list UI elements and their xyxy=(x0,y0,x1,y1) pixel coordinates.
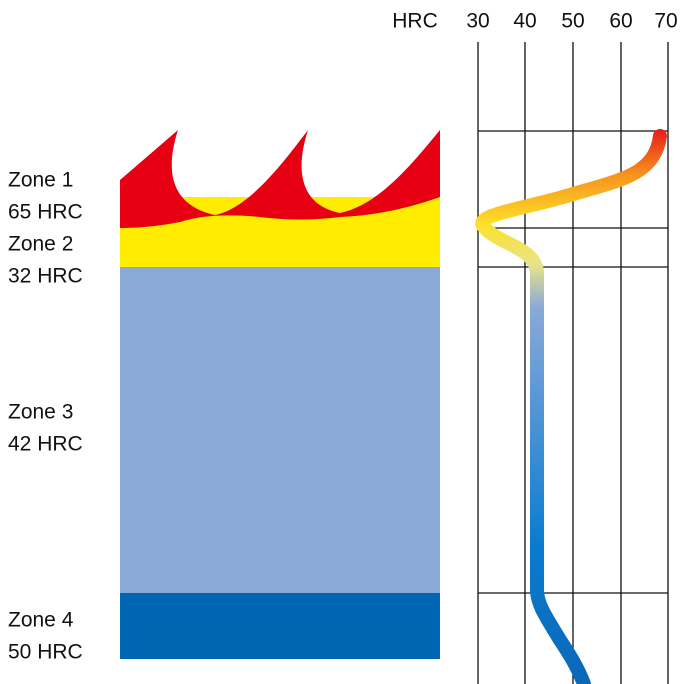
axis-tick: 50 xyxy=(561,10,584,33)
zone-4-band xyxy=(120,593,440,659)
axis-label: HRC xyxy=(392,10,438,33)
zone-hardness: 50 HRC xyxy=(8,641,83,664)
zone-name: Zone 2 xyxy=(8,233,73,256)
zone-name: Zone 1 xyxy=(8,169,73,192)
diagram: Zone 1 65 HRC Zone 2 32 HRC Zone 3 42 HR… xyxy=(0,0,681,684)
hardness-curve xyxy=(482,136,660,684)
axis-tick: 40 xyxy=(513,10,536,33)
axis-tick: 70 xyxy=(654,10,677,33)
axis-tick: 60 xyxy=(609,10,632,33)
axis-tick: 30 xyxy=(466,10,489,33)
zone-name: Zone 3 xyxy=(8,401,73,424)
hardness-grid xyxy=(478,42,668,684)
zone-hardness: 65 HRC xyxy=(8,201,83,224)
zone-hardness: 42 HRC xyxy=(8,433,83,456)
zone-name: Zone 4 xyxy=(8,609,74,632)
zone-3-band xyxy=(120,267,440,594)
zone-hardness: 32 HRC xyxy=(8,265,83,288)
